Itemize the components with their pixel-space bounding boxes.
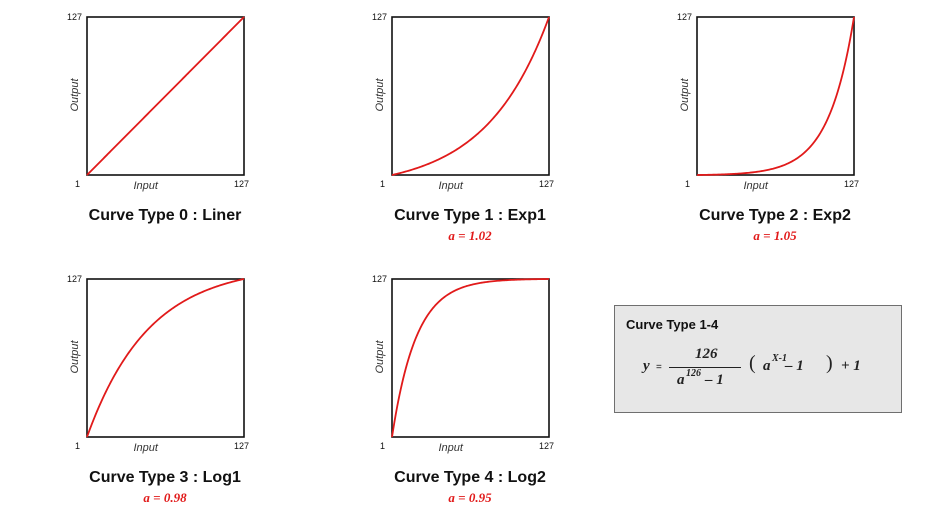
plot-svg xyxy=(391,278,550,438)
x-tick-label: 1 xyxy=(685,179,691,189)
x-axis-label: Input xyxy=(133,180,158,192)
y-axis-label: Output xyxy=(679,78,691,112)
formula-term-exp: X-1 xyxy=(772,353,787,364)
chart-title: Curve Type 2 : Exp2 xyxy=(699,207,851,224)
plot-frame xyxy=(86,16,245,176)
x-axis-label: Input xyxy=(743,180,768,192)
x-tick-label: 1 xyxy=(75,441,81,451)
x-tick-label: 1 xyxy=(380,441,386,451)
x-tick-label: 127 xyxy=(234,441,250,451)
x-tick-label: 1 xyxy=(75,179,81,189)
chart-panel-3: 127 1 127 Input Output Curve Type 3 : Log1 a =… xyxy=(40,270,290,520)
y-tick-label: 127 xyxy=(677,12,693,22)
formula-tail: + 1 xyxy=(841,358,861,374)
x-tick-label: 127 xyxy=(844,179,860,189)
formula-den-exp: 126 xyxy=(686,368,701,379)
chart-panel-2: 127 1 127 Input Output Curve Type 2 : Exp2 a =… xyxy=(650,8,900,258)
formula-title: Curve Type 1-4 xyxy=(626,317,719,332)
formula-close-paren: ) xyxy=(826,352,833,374)
curve-line xyxy=(696,16,855,176)
y-tick-label: 127 xyxy=(372,274,388,284)
formula-open-paren: ( xyxy=(749,352,756,374)
formula-numerator: 126 xyxy=(695,346,718,362)
plot-svg xyxy=(86,278,245,438)
y-tick-label: 127 xyxy=(372,12,388,22)
chart-panel-1: 127 1 127 Input Output Curve Type 1 : Exp1 a =… xyxy=(345,8,595,258)
plot-frame xyxy=(696,16,855,176)
plot-svg xyxy=(391,16,550,176)
y-axis-label: Output xyxy=(69,340,81,374)
chart-title: Curve Type 0 : Liner xyxy=(88,207,242,224)
plot-frame xyxy=(391,16,550,176)
x-tick-label: 127 xyxy=(234,179,250,189)
x-axis-label: Input xyxy=(133,442,158,454)
plot-frame xyxy=(391,278,550,438)
curve-line xyxy=(391,16,550,176)
curve-line xyxy=(86,16,245,176)
chart-title: Curve Type 3 : Log1 xyxy=(89,469,241,486)
plot-svg xyxy=(86,16,245,176)
chart-panel-0: 127 1 127 Input Output Curve Type 0 : Liner xyxy=(40,8,290,258)
chart-panel-4: 127 1 127 Input Output Curve Type 4 : Log2 a =… xyxy=(345,270,595,520)
formula-equals: = xyxy=(656,362,662,373)
chart-title: Curve Type 4 : Log2 xyxy=(394,469,546,486)
curve-line xyxy=(391,278,550,438)
formula-den-minus: – 1 xyxy=(705,372,724,388)
curve-parameter: a = 0.95 xyxy=(448,490,492,505)
plot-svg xyxy=(696,16,855,176)
formula-term-base: a xyxy=(763,358,771,374)
formula-den-base: a xyxy=(677,372,685,388)
x-axis-label: Input xyxy=(438,442,463,454)
y-axis-label: Output xyxy=(374,340,386,374)
formula-y: y xyxy=(643,358,650,374)
plot-frame xyxy=(86,278,245,438)
y-tick-label: 127 xyxy=(67,12,83,22)
curve-line xyxy=(86,278,245,438)
curve-parameter: a = 1.05 xyxy=(753,228,797,243)
y-axis-label: Output xyxy=(374,78,386,112)
x-axis-label: Input xyxy=(438,180,463,192)
formula-box: Curve Type 1-4 y = 126 a 126 – 1 ( a X-1… xyxy=(614,305,902,413)
x-tick-label: 127 xyxy=(539,179,555,189)
curve-parameter: a = 1.02 xyxy=(448,228,492,243)
formula-fraction-bar xyxy=(669,367,741,368)
curve-parameter: a = 0.98 xyxy=(143,490,187,505)
y-tick-label: 127 xyxy=(67,274,83,284)
chart-title: Curve Type 1 : Exp1 xyxy=(394,207,546,224)
y-axis-label: Output xyxy=(69,78,81,112)
x-tick-label: 127 xyxy=(539,441,555,451)
formula-term-minus: – 1 xyxy=(785,358,804,374)
x-tick-label: 1 xyxy=(380,179,386,189)
